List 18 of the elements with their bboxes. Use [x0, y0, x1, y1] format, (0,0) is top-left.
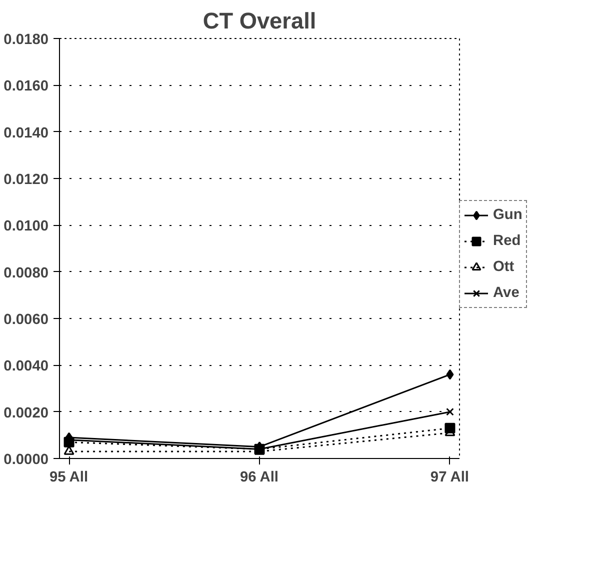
y-tick-label: 0.0140 — [4, 125, 48, 142]
x-tick-label: 97 All — [430, 470, 469, 486]
legend-label: Red — [493, 233, 521, 249]
y-tick-label: 0.0120 — [4, 172, 48, 188]
y-tick-label: 0.0180 — [4, 32, 48, 48]
chart-title: CT Overall — [202, 8, 316, 34]
y-tick-label: 0.0100 — [4, 218, 48, 235]
legend-label: Ott — [493, 259, 514, 275]
x-tick-label: 95 All — [49, 470, 88, 486]
x-tick-label: 96 All — [240, 470, 279, 486]
y-tick-label: 0.0000 — [4, 452, 48, 468]
y-tick-label: 0.0080 — [4, 265, 48, 282]
y-tick-label: 0.0160 — [4, 78, 48, 95]
legend-label: Gun — [493, 207, 522, 223]
y-tick-label: 0.0020 — [4, 405, 48, 422]
y-tick-label: 0.0060 — [4, 312, 48, 328]
legend-label: Ave — [493, 285, 520, 301]
y-tick-label: 0.0040 — [4, 358, 48, 375]
